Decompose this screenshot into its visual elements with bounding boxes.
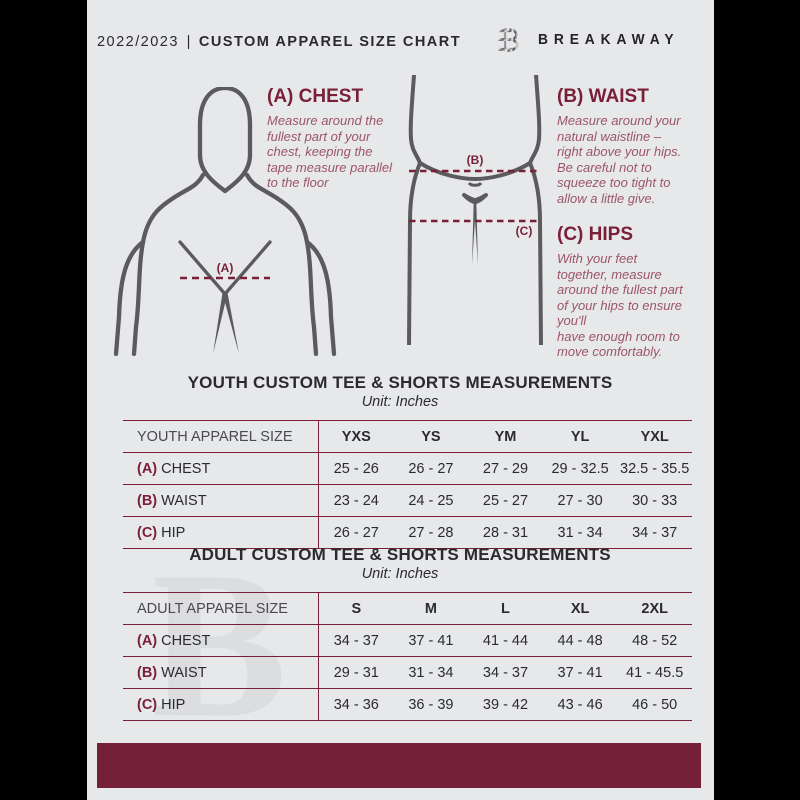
svg-text:(C): (C)	[516, 224, 533, 238]
svg-text:(A): (A)	[217, 261, 234, 275]
